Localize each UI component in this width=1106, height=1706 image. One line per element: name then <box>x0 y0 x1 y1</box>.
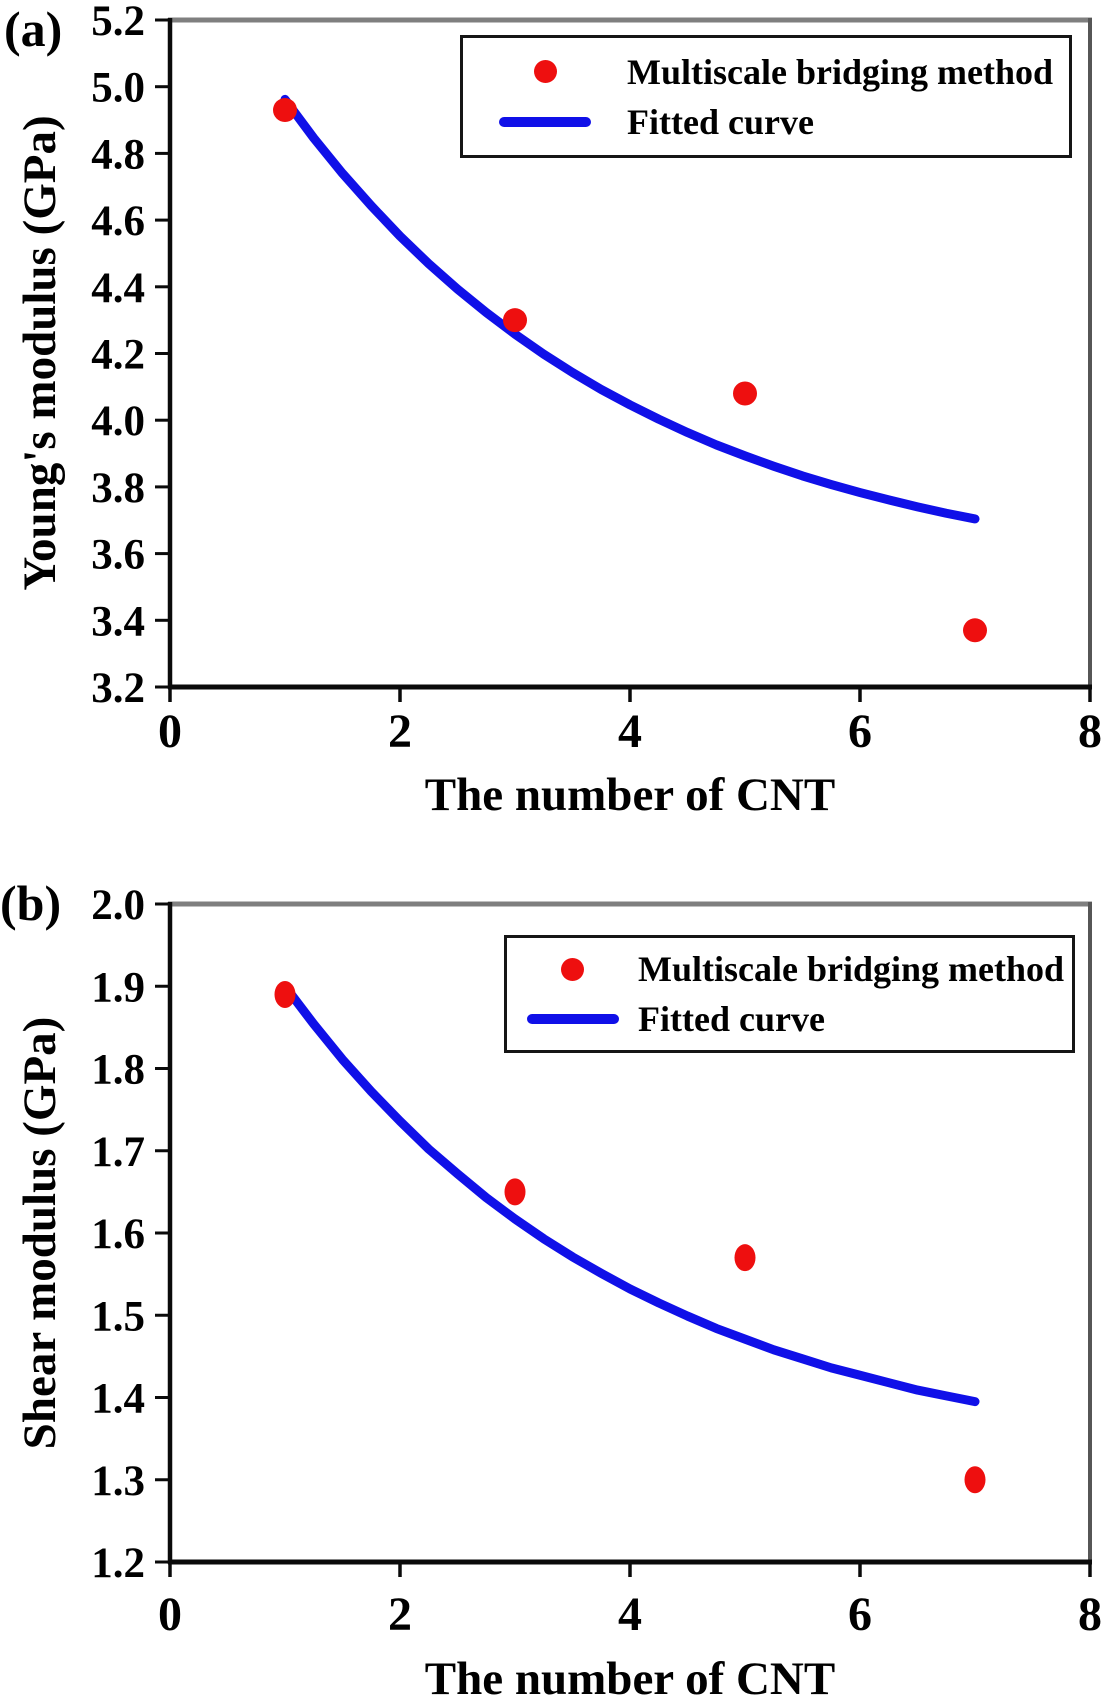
y-tick-label: 1.6 <box>91 1211 145 1258</box>
y-tick-label: 4.6 <box>91 198 145 245</box>
legend-entry-line: Fitted curve <box>507 996 1072 1042</box>
y-tick-label: 1.5 <box>91 1293 145 1340</box>
data-point <box>504 1178 526 1206</box>
legend-label-fitted-curve: Fitted curve <box>627 101 814 142</box>
y-tick-label: 3.6 <box>91 532 145 579</box>
y-tick-label: 4.8 <box>91 131 145 178</box>
fitted-curve <box>280 94 980 524</box>
y-tick-label: 3.4 <box>91 598 145 645</box>
y-tick-label: 1.9 <box>91 964 145 1011</box>
red-dot-marker-icon <box>533 60 557 83</box>
blue-line-marker-icon <box>499 116 591 127</box>
legend-entry-scatter: Multiscale bridging method <box>507 946 1072 992</box>
legend-label-multiscale: Multiscale bridging method <box>638 949 1065 989</box>
y-tick-label: 1.7 <box>91 1129 145 1176</box>
youngs-modulus-plot: 3.2 3.4 3.6 3.8 4.0 4.2 4.4 4.6 4.8 5.0 5.2 0 2 4 6 8 <box>91 0 1102 758</box>
y-axis-title-shear-modulus: Shear modulus (GPa) <box>14 1016 66 1450</box>
shear-modulus-plot: 1.2 1.3 1.4 1.5 1.6 1.7 1.8 1.9 2.0 0 2 4 6 8 <box>91 882 1102 1641</box>
y-tick-label: 5.0 <box>91 65 145 112</box>
fitted-curve <box>280 981 980 1407</box>
legend-label-fitted-curve: Fitted curve <box>638 999 825 1039</box>
legend-entry-line: Fitted curve <box>463 99 1069 145</box>
y-axis-title-youngs-modulus: Young's modulus (GPa) <box>14 115 66 591</box>
x-tick-label: 4 <box>618 1588 642 1641</box>
y-tick-label: 2.0 <box>91 882 145 929</box>
data-point <box>273 98 297 123</box>
x-axis-title-number-of-cnt-b: The number of CNT <box>424 1653 836 1705</box>
y-tick-label: 1.3 <box>91 1458 145 1505</box>
data-point <box>964 1466 986 1494</box>
data-point <box>963 618 987 643</box>
y-tick-label: 4.2 <box>91 332 145 379</box>
legend-label-multiscale: Multiscale bridging method <box>627 51 1054 92</box>
x-tick-label: 6 <box>848 1588 872 1641</box>
data-point <box>733 381 757 406</box>
legend-swatch <box>463 116 627 127</box>
x-tick-label: 0 <box>158 1588 182 1641</box>
panel-b-label: (b) <box>0 875 62 931</box>
legend-swatch <box>507 1014 638 1024</box>
x-tick-label: 8 <box>1078 705 1102 758</box>
x-tick-label: 0 <box>158 705 182 758</box>
x-tick-label: 2 <box>388 705 412 758</box>
legend-b: Multiscale bridging method Fitted curve <box>504 935 1075 1053</box>
y-tick-label: 1.4 <box>91 1376 145 1423</box>
data-point <box>274 980 296 1008</box>
legend-swatch <box>463 60 627 83</box>
red-dot-marker-icon <box>561 957 584 981</box>
x-tick-label: 4 <box>618 705 642 758</box>
y-tick-label: 5.2 <box>91 0 145 45</box>
legend-entry-scatter: Multiscale bridging method <box>463 49 1069 95</box>
y-tick-label: 1.8 <box>91 1047 145 1094</box>
y-tick-label: 1.2 <box>91 1540 145 1587</box>
legend-swatch <box>507 957 638 981</box>
y-tick-label: 3.8 <box>91 465 145 512</box>
x-tick-label: 6 <box>848 705 872 758</box>
x-axis-title-number-of-cnt-a: The number of CNT <box>424 769 836 821</box>
data-point <box>503 308 527 333</box>
legend-a: Multiscale bridging method Fitted curve <box>460 35 1072 158</box>
panel-a-label: (a) <box>4 1 63 57</box>
y-tick-label: 4.4 <box>91 265 145 312</box>
data-point <box>734 1244 756 1272</box>
y-tick-label: 4.0 <box>91 398 145 445</box>
blue-line-marker-icon <box>526 1014 619 1024</box>
x-tick-label: 2 <box>388 1588 412 1641</box>
x-tick-label: 8 <box>1078 1588 1102 1641</box>
y-tick-label: 3.2 <box>91 665 145 712</box>
